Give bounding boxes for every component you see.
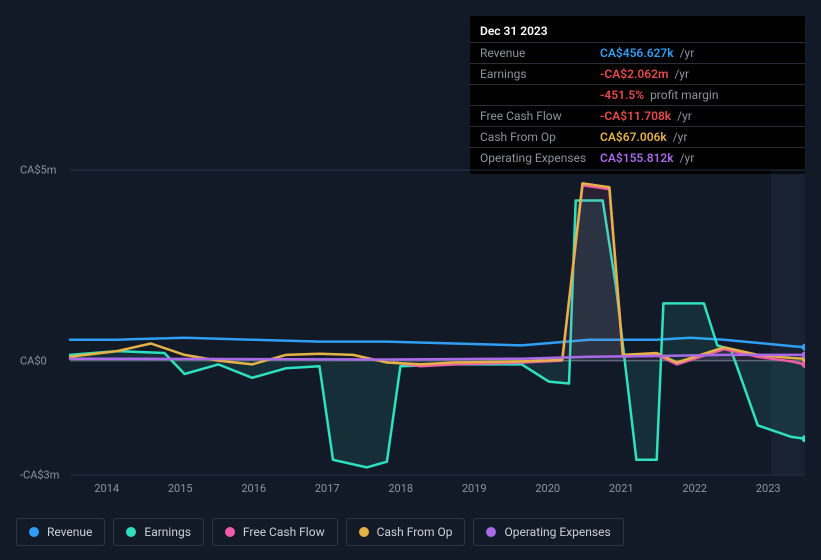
legend-item[interactable]: Free Cash Flow bbox=[212, 518, 338, 546]
tooltip-metric-unit: /yr bbox=[677, 46, 695, 60]
y-axis-label: CA$5m bbox=[20, 164, 68, 177]
legend-item[interactable]: Earnings bbox=[113, 518, 204, 546]
chart-legend: Revenue Earnings Free Cash Flow Cash From O… bbox=[16, 518, 624, 546]
series-area bbox=[394, 185, 805, 366]
tooltip-metric-value: CA$67.006k bbox=[600, 130, 667, 144]
tooltip-metric-value: -CA$2.062m bbox=[600, 67, 668, 81]
y-axis-label: CA$0 bbox=[20, 354, 68, 367]
x-axis-tick-label: 2018 bbox=[364, 482, 438, 495]
legend-item[interactable]: Revenue bbox=[16, 518, 105, 546]
tooltip-metric-label: Revenue bbox=[480, 46, 600, 60]
tooltip-metric-value: CA$456.627k bbox=[600, 46, 674, 60]
legend-swatch bbox=[486, 527, 496, 537]
legend-label: Free Cash Flow bbox=[243, 525, 325, 539]
tooltip-metric-unit: /yr bbox=[670, 130, 688, 144]
legend-item[interactable]: Operating Expenses bbox=[473, 518, 623, 546]
tooltip-row: Earnings-CA$2.062m /yr bbox=[470, 63, 805, 84]
tooltip-date: Dec 31 2023 bbox=[470, 22, 805, 42]
tooltip-metric-label: Earnings bbox=[480, 67, 600, 81]
legend-label: Operating Expenses bbox=[504, 525, 610, 539]
x-axis-tick-label: 2021 bbox=[585, 482, 659, 495]
tooltip-row: -451.5% profit margin bbox=[470, 84, 805, 105]
x-axis-tick-label: 2017 bbox=[291, 482, 365, 495]
tooltip-metric-label bbox=[480, 88, 600, 102]
series-area bbox=[70, 201, 805, 468]
chart-tooltip: Dec 31 2023 RevenueCA$456.627k /yrEarnin… bbox=[470, 16, 805, 174]
legend-swatch bbox=[225, 527, 235, 537]
legend-item[interactable]: Cash From Op bbox=[346, 518, 466, 546]
legend-label: Cash From Op bbox=[377, 525, 453, 539]
x-axis-tick-label: 2020 bbox=[511, 482, 585, 495]
x-axis-tick-label: 2023 bbox=[732, 482, 806, 495]
legend-swatch bbox=[359, 527, 369, 537]
x-axis-tick-label: 2019 bbox=[438, 482, 512, 495]
x-axis-tick-label: 2022 bbox=[658, 482, 732, 495]
legend-swatch bbox=[29, 527, 39, 537]
tooltip-metric-value: -451.5% bbox=[600, 88, 644, 102]
tooltip-row: Cash From OpCA$67.006k /yr bbox=[470, 126, 805, 147]
tooltip-metric-label: Free Cash Flow bbox=[480, 109, 600, 123]
x-axis-tick-label: 2014 bbox=[70, 482, 144, 495]
y-axis-label: -CA$3m bbox=[20, 469, 68, 482]
tooltip-metric-unit: profit margin bbox=[647, 88, 718, 102]
tooltip-metric-unit: /yr bbox=[671, 67, 689, 81]
tooltip-row: RevenueCA$456.627k /yr bbox=[470, 42, 805, 63]
legend-swatch bbox=[126, 527, 136, 537]
x-axis-labels: 2014201520162017201820192020202120222023 bbox=[70, 482, 805, 495]
tooltip-row: Free Cash Flow-CA$11.708k /yr bbox=[470, 105, 805, 126]
legend-label: Earnings bbox=[144, 525, 191, 539]
tooltip-metric-value: -CA$11.708k bbox=[600, 109, 671, 123]
financials-chart[interactable]: CA$5mCA$0-CA$3m 201420152016201720182019… bbox=[16, 160, 805, 490]
x-axis-tick-label: 2016 bbox=[217, 482, 291, 495]
tooltip-metric-unit: /yr bbox=[674, 109, 692, 123]
tooltip-metric-label: Cash From Op bbox=[480, 130, 600, 144]
x-axis-tick-label: 2015 bbox=[144, 482, 218, 495]
legend-label: Revenue bbox=[47, 525, 92, 539]
